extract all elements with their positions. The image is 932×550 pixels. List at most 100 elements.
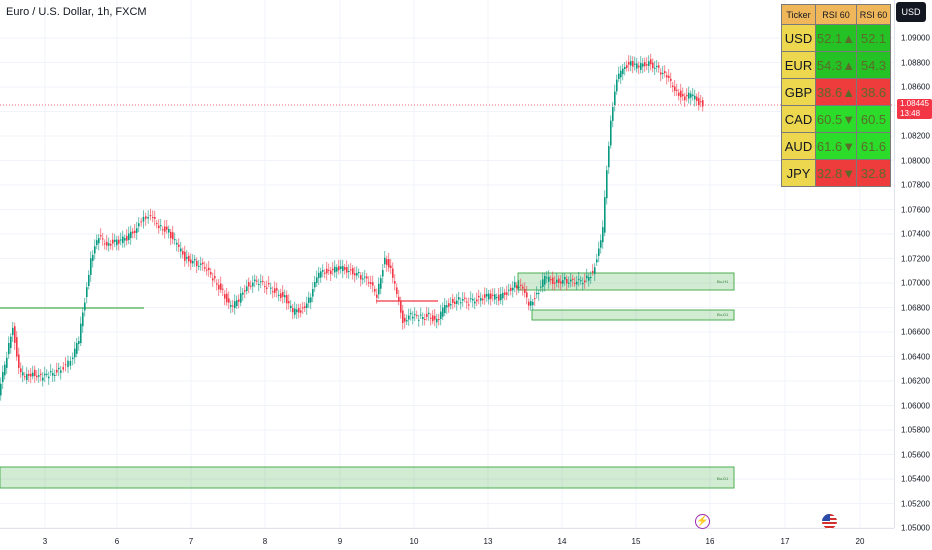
price-tick: 1.08200 xyxy=(901,131,930,141)
candle-body xyxy=(104,243,106,245)
candle-body xyxy=(414,314,416,316)
zone-label-bottom: Bu-D1 xyxy=(717,476,729,481)
candle-body xyxy=(578,278,580,280)
candle-body xyxy=(482,298,484,301)
price-axis[interactable]: 1.090001.088001.086001.084001.082001.080… xyxy=(894,0,932,533)
candle-body xyxy=(456,300,458,304)
candle-body xyxy=(632,61,634,67)
candle-body xyxy=(266,287,268,289)
price-tick: 1.06400 xyxy=(901,352,930,361)
candle-body xyxy=(12,327,14,336)
candle-body xyxy=(38,375,40,377)
candle-body xyxy=(44,373,46,376)
candle-body xyxy=(318,272,320,279)
candle-body xyxy=(458,297,460,300)
candle-body xyxy=(660,72,662,75)
candle-body xyxy=(194,259,196,261)
candle-body xyxy=(340,266,342,269)
us-flag-icon[interactable] xyxy=(822,514,837,529)
candle-body xyxy=(524,288,526,293)
candle-body xyxy=(248,282,250,287)
lightning-icon[interactable]: ⚡ xyxy=(695,514,710,529)
candle-body xyxy=(512,287,514,291)
candle-body xyxy=(636,63,638,69)
ticker-cell: AUD xyxy=(781,132,816,160)
rsi-row-cad: CAD 60.5▼ 60.5 xyxy=(781,105,891,133)
candle-body xyxy=(310,297,312,303)
candle-body xyxy=(0,383,2,396)
candle-body xyxy=(260,281,262,283)
currency-button[interactable]: USD xyxy=(896,2,926,22)
candle-body xyxy=(16,337,18,357)
candle-body xyxy=(394,281,396,284)
candle-body xyxy=(76,343,78,354)
time-tick: 15 xyxy=(631,537,641,546)
ticker-cell: EUR xyxy=(781,51,816,79)
candle-body xyxy=(506,292,508,295)
candle-body xyxy=(250,285,252,287)
candle-body xyxy=(149,215,152,217)
candle-body xyxy=(452,299,454,303)
candle-body xyxy=(596,259,598,263)
candle-body xyxy=(322,270,324,272)
candle-body xyxy=(618,73,620,80)
candle-body xyxy=(56,369,58,373)
candle-body xyxy=(534,298,536,300)
price-tick: 1.05000 xyxy=(901,523,930,533)
zone-upper xyxy=(517,272,735,291)
candle-body xyxy=(6,357,8,368)
price-chart[interactable] xyxy=(0,0,894,528)
candle-body xyxy=(586,275,588,279)
candle-body xyxy=(520,284,522,286)
candle-body xyxy=(470,298,472,300)
candle-body xyxy=(36,375,38,378)
candle-body xyxy=(154,217,156,219)
candle-body xyxy=(20,368,22,373)
candle-body xyxy=(444,305,446,313)
candle-body xyxy=(424,318,426,320)
price-tick: 1.06600 xyxy=(901,327,930,337)
candle-body xyxy=(434,316,436,320)
candle-body xyxy=(664,71,666,74)
candle-body xyxy=(226,293,228,303)
candle-body xyxy=(420,314,422,316)
candle-body xyxy=(580,280,582,282)
candle-body xyxy=(436,319,438,323)
candle-body xyxy=(428,312,430,314)
candle-body xyxy=(422,316,424,320)
time-axis[interactable]: 3 6 7 8 9 10 13 14 15 16 17 20 xyxy=(0,528,894,550)
candle-body xyxy=(214,276,216,279)
candle-body xyxy=(556,279,558,283)
rsi-row-eur: EUR 54.3▲ 54.3 xyxy=(781,51,891,79)
candle-body xyxy=(656,65,658,68)
candle-body xyxy=(280,293,282,298)
candle-body xyxy=(190,259,192,264)
rsi-cell: 61.6▼ xyxy=(815,132,857,160)
candle-body xyxy=(654,67,656,69)
candle-body xyxy=(208,267,210,271)
candle-body xyxy=(324,272,326,274)
rsi-value-cell: 60.5 xyxy=(856,105,891,133)
candle-body xyxy=(678,92,680,96)
candle-body xyxy=(348,270,350,272)
candle-body xyxy=(186,256,188,259)
candle-body xyxy=(332,268,334,271)
zone-label-upper: Bu-H1 xyxy=(717,279,729,284)
candle-body xyxy=(476,299,478,302)
candle-body xyxy=(316,277,318,283)
candle-body xyxy=(92,254,94,261)
candle-body xyxy=(528,301,530,306)
candle-body xyxy=(128,233,130,241)
candle-body xyxy=(676,89,678,91)
candle-body xyxy=(432,315,434,322)
candle-body xyxy=(652,62,654,69)
chart-area[interactable]: Euro / U.S. Dollar, 1h, FXCM Ticker RSI … xyxy=(0,0,894,528)
candle-body xyxy=(34,369,36,377)
candle-body xyxy=(368,282,370,284)
candle-body xyxy=(648,61,650,66)
candle-body xyxy=(364,276,366,278)
candle-body xyxy=(448,303,450,307)
candle-body xyxy=(668,75,670,78)
candle-body xyxy=(52,373,54,376)
time-tick: 3 xyxy=(42,537,48,546)
